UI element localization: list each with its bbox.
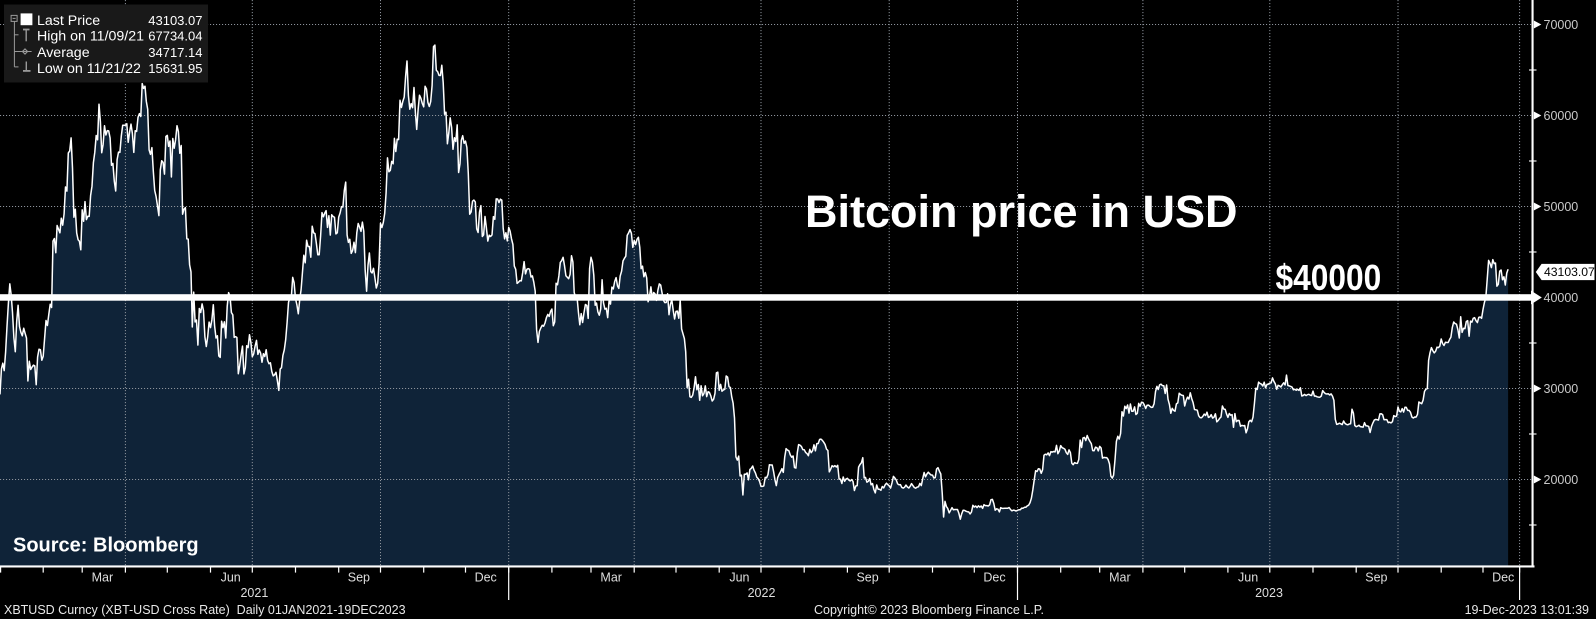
svg-text:60000: 60000 bbox=[1544, 109, 1579, 123]
svg-text:XBTUSD Curncy (XBT-USD Cross R: XBTUSD Curncy (XBT-USD Cross Rate) Daily… bbox=[4, 603, 406, 617]
svg-text:Mar: Mar bbox=[92, 571, 114, 585]
svg-text:20000: 20000 bbox=[1544, 473, 1579, 487]
svg-text:43103.07: 43103.07 bbox=[148, 13, 202, 28]
svg-text:Copyright© 2023 Bloomberg Fina: Copyright© 2023 Bloomberg Finance L.P. bbox=[814, 603, 1044, 617]
svg-text:Source: Bloomberg: Source: Bloomberg bbox=[13, 535, 199, 557]
svg-text:70000: 70000 bbox=[1544, 18, 1579, 32]
svg-text:Mar: Mar bbox=[1109, 571, 1131, 585]
svg-text:34717.14: 34717.14 bbox=[148, 45, 202, 60]
svg-text:Dec: Dec bbox=[983, 571, 1005, 585]
svg-text:Jun: Jun bbox=[729, 571, 749, 585]
svg-text:Sep: Sep bbox=[856, 571, 878, 585]
svg-text:Jun: Jun bbox=[221, 571, 241, 585]
svg-text:Jun: Jun bbox=[1238, 571, 1258, 585]
svg-text:High on 11/09/21: High on 11/09/21 bbox=[37, 29, 144, 45]
svg-text:50000: 50000 bbox=[1544, 200, 1579, 214]
svg-text:2022: 2022 bbox=[748, 586, 776, 600]
svg-text:Sep: Sep bbox=[348, 571, 370, 585]
svg-text:2021: 2021 bbox=[240, 586, 268, 600]
svg-text:40000: 40000 bbox=[1544, 291, 1579, 305]
svg-text:Average: Average bbox=[37, 45, 90, 61]
svg-text:Sep: Sep bbox=[1365, 571, 1387, 585]
svg-text:Low on 11/21/22: Low on 11/21/22 bbox=[37, 61, 141, 77]
svg-text:19-Dec-2023 13:01:39: 19-Dec-2023 13:01:39 bbox=[1465, 603, 1589, 617]
svg-text:67734.04: 67734.04 bbox=[148, 29, 202, 44]
svg-text:43103.07: 43103.07 bbox=[1544, 265, 1595, 279]
svg-text:$40000: $40000 bbox=[1276, 258, 1382, 298]
svg-text:Mar: Mar bbox=[600, 571, 622, 585]
svg-text:Dec: Dec bbox=[475, 571, 497, 585]
svg-text:Last Price: Last Price bbox=[37, 13, 100, 29]
svg-text:30000: 30000 bbox=[1544, 382, 1579, 396]
svg-text:Bitcoin price in USD: Bitcoin price in USD bbox=[805, 186, 1238, 237]
svg-text:2023: 2023 bbox=[1255, 586, 1283, 600]
svg-text:15631.95: 15631.95 bbox=[148, 61, 202, 76]
svg-text:Dec: Dec bbox=[1492, 571, 1514, 585]
